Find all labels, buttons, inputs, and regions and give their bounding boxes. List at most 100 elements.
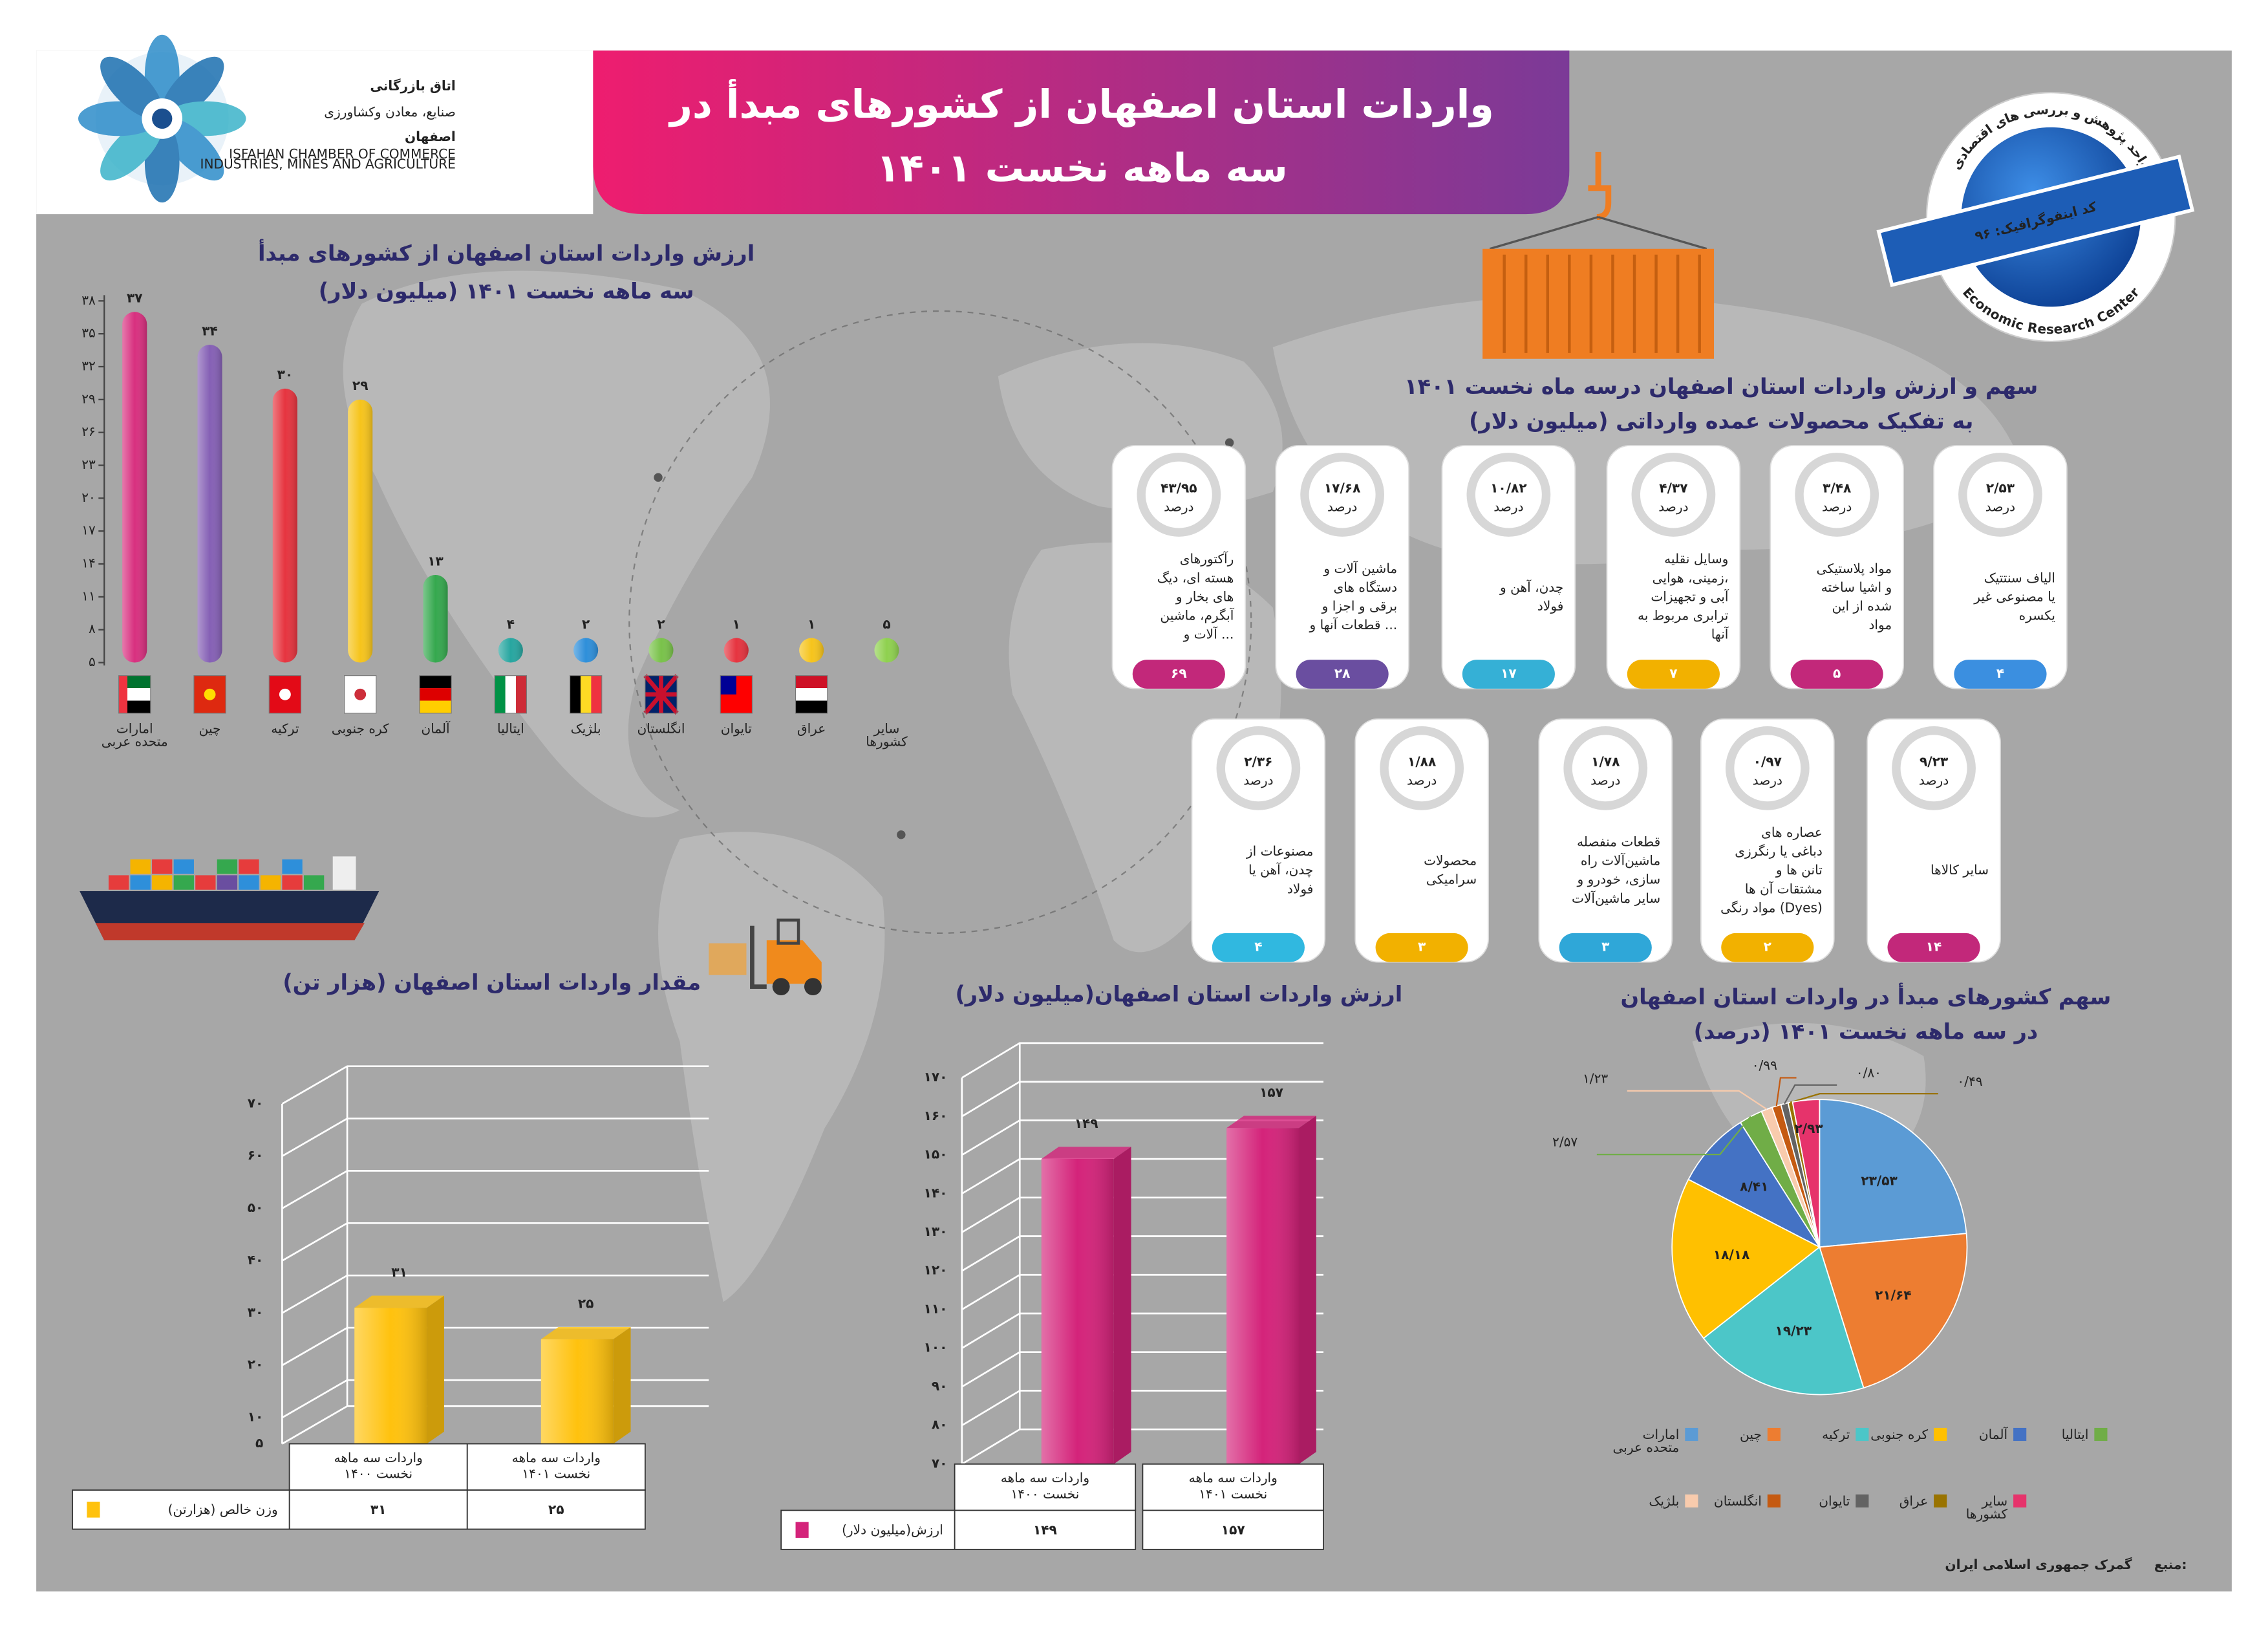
pie-slice: [1792, 1099, 1821, 1248]
container-icon: [1482, 151, 1715, 359]
value-label: ۱: [733, 616, 740, 632]
card-label: الیاف سنتتیک: [1984, 570, 2055, 585]
source-text: گمرک جمهوری اسلامی ایران: [1945, 1557, 2132, 1572]
flag-part: [795, 700, 828, 713]
value-label: ۱: [808, 616, 815, 632]
x-tick-label: بلژیک: [571, 720, 601, 736]
header-banner: [593, 50, 1570, 215]
data-label: ۲/۹۳: [1794, 1121, 1823, 1136]
value-label: ۳۰: [277, 367, 294, 382]
y-tick-label: ۱۶۰: [924, 1108, 948, 1123]
text-line: متحده عربی: [1613, 1440, 1680, 1455]
y-tick-label: ۱۰۰: [924, 1339, 948, 1355]
y-tick-label: ۲۶: [81, 424, 96, 439]
section-title: به تفکیک محصولات عمده وارداتی (میلیون دل…: [1469, 409, 1973, 435]
data-label: ۰/۴۹: [1957, 1074, 1982, 1089]
text-line: تایوان: [1819, 1493, 1850, 1509]
text-line: آلمان: [421, 720, 451, 736]
bar-shade: [540, 1339, 614, 1444]
bar-shade: [423, 574, 448, 663]
flag-part: [279, 688, 291, 700]
share-unit: درصد: [1658, 499, 1688, 515]
value-label: ۲۹: [352, 378, 369, 393]
data-label: ۱۹/۲۳: [1775, 1323, 1812, 1339]
x-tick-label: آلمان: [421, 720, 451, 736]
pie-slice: [1702, 1246, 1865, 1396]
text-line: کشورها: [1966, 1506, 2008, 1522]
bar-shade: [197, 345, 222, 663]
card-label: سرامیکی: [1426, 872, 1477, 887]
bar-shade: [498, 638, 523, 663]
route-dot: [654, 473, 663, 482]
y-tick-label: ۱۵۰: [924, 1147, 948, 1162]
bar-side: [613, 1326, 631, 1444]
text-line: انگلستان: [1714, 1493, 1762, 1509]
flag-border: [570, 675, 603, 714]
bar-shade: [874, 638, 899, 663]
x-tick-label: چین: [199, 720, 221, 736]
forklift-icon: [709, 918, 822, 996]
card-label: یا مصنوعی غیر: [1973, 589, 2055, 604]
bar-shade: [723, 638, 749, 663]
legend-swatch: [1685, 1494, 1698, 1507]
card-label: سایر کالاها: [1931, 862, 1989, 878]
flag-border: [344, 675, 377, 714]
legend-swatch: [1767, 1427, 1781, 1442]
legend-swatch: [1685, 1427, 1698, 1442]
bar-shade: [1226, 1128, 1300, 1464]
bar-shade: [122, 312, 147, 663]
share-label: ۱۷/۶۸: [1324, 481, 1360, 496]
y-tick-label: ۵: [89, 654, 96, 669]
share-unit: درصد: [1493, 499, 1523, 515]
value-label: ۳۴: [202, 323, 218, 338]
share-unit: درصد: [1919, 772, 1949, 788]
data-label: ۸/۴۱: [1740, 1178, 1768, 1194]
leader-line: [1790, 1093, 1938, 1103]
value-pill: [1296, 660, 1389, 689]
table-header: واردات سه ماهه نخست ۱۴۰۱: [512, 1449, 601, 1481]
card-label: مواد رنگی (Dyes): [1720, 900, 1823, 915]
flag-part: [516, 675, 527, 713]
ship-icon: [80, 856, 380, 941]
legend-label: وزن خالص (هزارتن): [168, 1502, 278, 1517]
route-dot: [1225, 438, 1234, 448]
value-label: ۲: [582, 616, 590, 632]
card-ring-inner: [1225, 735, 1292, 802]
value-label: ۵: [883, 616, 890, 632]
table-cell: [288, 1443, 468, 1491]
flag-border: [419, 675, 452, 714]
chart-title: مقدار واردات استان اصفهان (هزار تن): [283, 970, 701, 996]
x-tick-label: ایتالیا: [497, 720, 524, 736]
value-label: ۱۴: [1926, 939, 1942, 955]
data-label: ۲/۵۷: [1552, 1134, 1578, 1150]
value-label: ۲۵: [578, 1296, 594, 1312]
header-title: سه ماهه نخست ۱۴۰۱: [876, 146, 1288, 191]
flag-border: [494, 675, 528, 714]
y-tick-label: ۶۰: [248, 1147, 264, 1163]
share-unit: درصد: [1753, 772, 1782, 788]
data-label: ۲۳/۵۳: [1861, 1173, 1898, 1189]
legend-label: کره جنوبی: [1870, 1427, 1928, 1442]
card-ring-inner: [1640, 461, 1707, 528]
flag-part: [354, 688, 367, 700]
card-label: برقی و اجزا و: [1321, 598, 1397, 614]
pie-slice: [1671, 1178, 1821, 1339]
flag-part: [720, 675, 736, 695]
card-label: آبی و تجهیزات: [1651, 588, 1729, 604]
text-line: نخست ۱۴۰۱: [1199, 1485, 1267, 1501]
value-pill: [1721, 933, 1814, 962]
card-label: رآکتورهای: [1180, 550, 1234, 567]
bar-shade: [354, 1308, 427, 1444]
legend-label: عراق: [1899, 1493, 1928, 1509]
legend-label: ایتالیا: [2062, 1427, 2089, 1442]
flag-part: [495, 675, 506, 713]
share-unit: درصد: [1985, 499, 2015, 515]
y-tick-label: ۵: [255, 1435, 263, 1451]
card-ring-inner: [1967, 461, 2034, 528]
card-label: مصنوعات از: [1246, 843, 1314, 859]
card-label: هسته ای، دیگ: [1157, 570, 1234, 585]
card-label: ترابری مربوط به: [1638, 607, 1728, 623]
y-tick-label: ۳۰: [248, 1304, 264, 1320]
y-tick-label: ۷۰: [248, 1095, 264, 1110]
card-label: قطعات آنها و ...: [1309, 616, 1398, 632]
